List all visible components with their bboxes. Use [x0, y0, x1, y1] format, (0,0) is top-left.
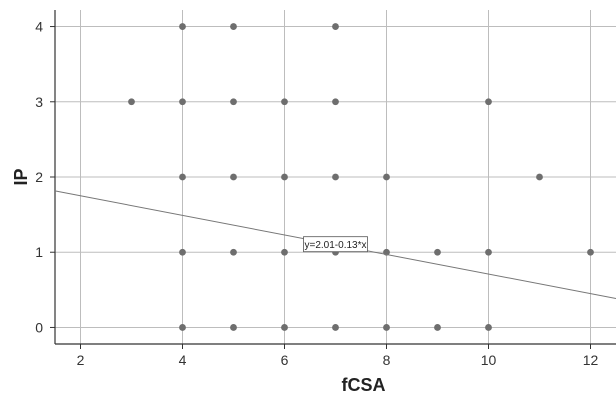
equation-label: y=2.01-0.13*x — [305, 240, 367, 251]
y-tick-labels: 0 1 2 3 4 — [35, 19, 43, 336]
data-point — [434, 248, 441, 256]
data-point — [383, 173, 390, 181]
x-tick-labels: 2 4 6 8 10 12 — [77, 352, 599, 368]
equation-label-box — [303, 236, 368, 253]
data-point — [485, 98, 492, 106]
data-point — [128, 98, 135, 106]
y-tick-label-4: 4 — [35, 19, 43, 35]
data-point — [230, 324, 237, 331]
x-tick-label-12: 12 — [583, 352, 599, 368]
x-tick-label-4: 4 — [179, 352, 187, 368]
data-point — [485, 248, 492, 256]
data-point — [332, 98, 339, 106]
data-point — [179, 248, 186, 256]
data-point — [332, 324, 339, 331]
data-point — [230, 23, 237, 30]
data-point — [230, 98, 237, 106]
y-tick-label-2: 2 — [35, 169, 43, 185]
data-point — [281, 173, 288, 181]
data-point — [281, 98, 288, 106]
data-point — [536, 173, 543, 181]
data-point — [230, 248, 237, 256]
x-tick-label-10: 10 — [481, 352, 497, 368]
x-tick-label-8: 8 — [383, 352, 391, 368]
data-point — [179, 173, 186, 181]
data-point — [179, 324, 186, 331]
regression-line-group: y=2.01-0.13*x — [54, 190, 616, 299]
data-point — [179, 98, 186, 106]
data-point — [332, 23, 339, 30]
data-point — [230, 173, 237, 181]
data-point — [179, 23, 186, 30]
y-tick-label-0: 0 — [35, 319, 43, 335]
data-point — [332, 173, 339, 181]
y-tick-label-1: 1 — [35, 244, 43, 260]
data-point — [281, 324, 288, 331]
data-point — [383, 324, 390, 331]
data-point — [281, 248, 288, 256]
axes — [50, 10, 616, 349]
x-tick-label-6: 6 — [281, 352, 289, 368]
y-axis-title: IP — [11, 168, 31, 185]
x-tick-label-2: 2 — [77, 352, 85, 368]
data-point — [434, 324, 441, 331]
data-point — [485, 324, 492, 331]
x-axis-title: fCSA — [342, 375, 386, 395]
data-point — [587, 248, 594, 256]
y-tick-label-3: 3 — [35, 94, 43, 110]
